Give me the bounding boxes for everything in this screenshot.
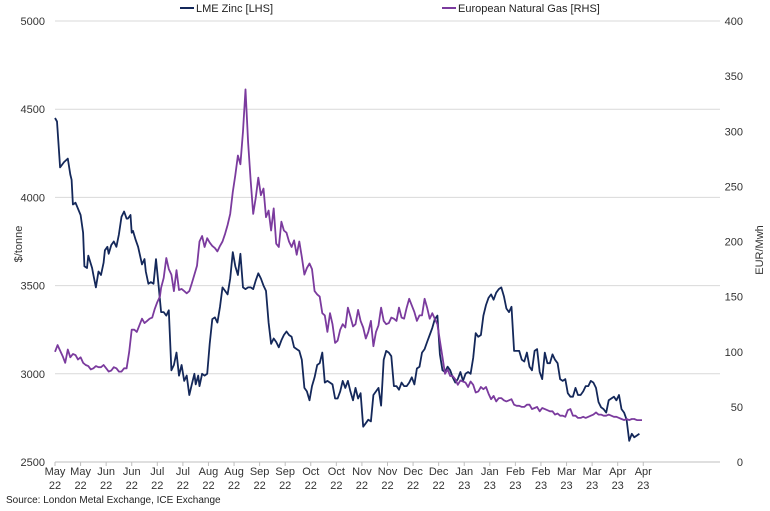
left-axis: 2500 3000 3500 4000 4500 5000 <box>21 16 45 469</box>
left-tick-label: 3000 <box>21 369 45 381</box>
x-tick-month: Feb <box>531 466 550 478</box>
x-tick-year: 22 <box>49 480 61 492</box>
x-tick-month: Aug <box>199 466 219 478</box>
x-tick-month: Mar <box>583 466 602 478</box>
series-line-gas <box>54 88 642 421</box>
x-tick-year: 22 <box>74 480 86 492</box>
x-tick-month: Feb <box>506 466 525 478</box>
x-tick-year: 23 <box>612 480 624 492</box>
right-tick-label: 250 <box>725 181 743 193</box>
x-tick-year: 22 <box>279 480 291 492</box>
series-lines <box>54 88 642 442</box>
x-tick-month: May <box>45 466 66 478</box>
gridlines <box>55 20 720 463</box>
x-tick-year: 22 <box>177 480 189 492</box>
x-tick-year: 22 <box>356 480 368 492</box>
x-axis: May 22 May 22 Jun 22 Jun 22 Jul 22 Jul 22 Aug 22 Aug 22… <box>45 462 652 492</box>
x-tick-month: Jan <box>455 466 473 478</box>
x-tick-month: Apr <box>635 466 652 478</box>
x-tick-month: Jun <box>97 466 115 478</box>
left-tick-label: 4500 <box>21 104 45 116</box>
right-tick-label: 300 <box>725 126 743 138</box>
x-tick-month: Oct <box>302 466 319 478</box>
legend-label-zinc: LME Zinc [LHS] <box>196 3 273 15</box>
x-tick-month: Oct <box>328 466 345 478</box>
x-tick-year: 23 <box>509 480 521 492</box>
x-tick-year: 22 <box>228 480 240 492</box>
x-tick-year: 22 <box>151 480 163 492</box>
x-tick-month: Jul <box>176 466 190 478</box>
x-tick-year: 22 <box>253 480 265 492</box>
right-tick-label: 350 <box>725 71 743 83</box>
x-tick-year: 23 <box>637 480 649 492</box>
x-tick-month: Sep <box>250 466 270 478</box>
left-tick-label: 3500 <box>21 281 45 293</box>
x-tick-month: Dec <box>429 466 449 478</box>
right-tick-label: 200 <box>725 237 743 249</box>
x-tick-month: May <box>70 466 91 478</box>
x-tick-month: Jan <box>481 466 499 478</box>
right-axis: 0 50 100 150 200 250 300 350 400 <box>725 16 743 469</box>
x-tick-year: 22 <box>330 480 342 492</box>
x-tick-year: 23 <box>535 480 547 492</box>
left-tick-label: 4000 <box>21 192 45 204</box>
left-tick-label: 2500 <box>21 457 45 469</box>
x-tick-year: 22 <box>305 480 317 492</box>
legend-label-gas: European Natural Gas [RHS] <box>458 3 600 15</box>
x-tick-year: 22 <box>381 480 393 492</box>
x-tick-year: 23 <box>484 480 496 492</box>
right-tick-label: 50 <box>731 402 743 414</box>
x-tick-month: Dec <box>403 466 423 478</box>
x-tick-month: Jun <box>123 466 141 478</box>
x-tick-year: 23 <box>458 480 470 492</box>
source-note: Source: London Metal Exchange, ICE Excha… <box>6 495 221 506</box>
right-axis-title: EUR/Mwh <box>754 225 766 275</box>
x-tick-year: 23 <box>560 480 572 492</box>
x-tick-month: Sep <box>275 466 295 478</box>
x-tick-month: Mar <box>557 466 576 478</box>
x-tick-month: Aug <box>224 466 244 478</box>
x-tick-year: 23 <box>586 480 598 492</box>
right-tick-label: 100 <box>725 347 743 359</box>
legend: LME Zinc [LHS] European Natural Gas [RHS… <box>180 3 600 15</box>
left-axis-title: $/tonne <box>13 226 25 263</box>
x-tick-year: 22 <box>100 480 112 492</box>
x-tick-year: 22 <box>126 480 138 492</box>
right-tick-label: 400 <box>725 16 743 28</box>
x-tick-year: 22 <box>407 480 419 492</box>
x-tick-year: 22 <box>433 480 445 492</box>
right-tick-label: 0 <box>737 457 743 469</box>
x-tick-year: 22 <box>202 480 214 492</box>
left-tick-label: 5000 <box>21 16 45 28</box>
x-tick-month: Nov <box>352 466 372 478</box>
x-tick-month: Jul <box>150 466 164 478</box>
right-tick-label: 150 <box>725 292 743 304</box>
series-line-zinc <box>54 117 640 442</box>
x-tick-month: Nov <box>378 466 398 478</box>
x-tick-month: Apr <box>609 466 626 478</box>
